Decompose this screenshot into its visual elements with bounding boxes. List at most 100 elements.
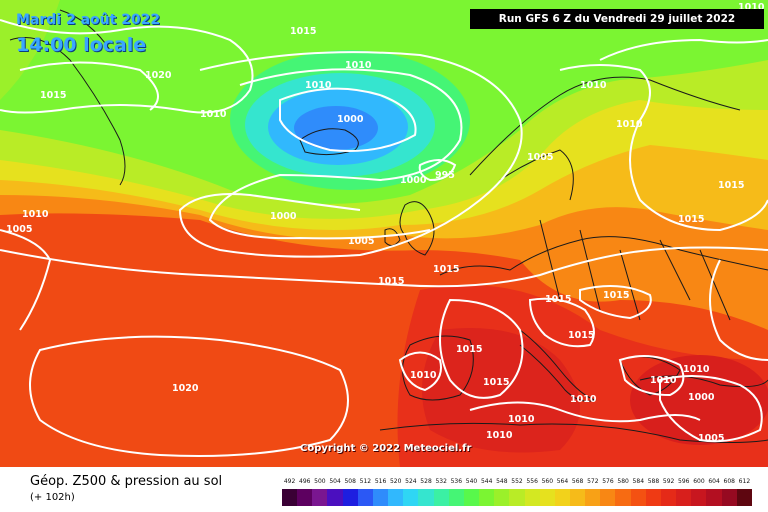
colorbar-labels: 492 496 500 504 508 512 516 520 524 528 532 536 540 5… (282, 478, 752, 488)
isobar-1000-low (279, 87, 417, 152)
isobar-1015-main (0, 246, 768, 288)
isobar-label: 1015 (545, 294, 571, 305)
isobar-1010-greece (618, 355, 685, 397)
colorbar-label: 496 (299, 478, 311, 485)
colorbar-label: 580 (617, 478, 629, 485)
isobar-label: 1005 (527, 152, 553, 163)
isobar-label: 1005 (348, 236, 374, 247)
isobar-label: 1015 (483, 377, 509, 388)
colorbar-label: 500 (314, 478, 326, 485)
isobar-labels: 1015 1020 1015 1010 1010 1010 1000 1010 … (6, 2, 765, 444)
colorbar-cell (282, 489, 298, 506)
model-run-info: Run GFS 6 Z du Vendredi 29 juillet 2022 (470, 9, 764, 29)
colorbar-label: 548 (496, 478, 508, 485)
isobar-1000-turkey (659, 375, 763, 443)
colorbar-label: 516 (374, 478, 387, 485)
forecast-time: 14:00 locale (16, 34, 147, 56)
colorbar-cell (388, 489, 404, 506)
z500-core-east-med (630, 355, 768, 445)
colorbar-cell (569, 489, 586, 506)
isobar-label: 1010 (650, 375, 677, 386)
colorbar-label: 524 (405, 478, 417, 485)
colorbar-cell (509, 489, 525, 506)
isobar-label: 1015 (456, 344, 482, 355)
colorbar-label: 560 (541, 478, 554, 485)
colorbar-cell (524, 489, 540, 506)
colorbar-cell (554, 489, 570, 506)
colorbar-label: 588 (647, 478, 660, 485)
legend-title: Géop. Z500 & pression au sol (30, 474, 223, 489)
north-africa-coast (379, 422, 768, 443)
isobar-label: 1010 (616, 119, 643, 130)
isobar-1015-alps (528, 297, 595, 348)
isobar-label: 1005 (698, 433, 724, 444)
greenland-coast (9, 37, 126, 186)
isobar-1005-1010 (208, 68, 463, 240)
forecast-map-canvas: 1015 1020 1015 1010 1010 1010 1000 1010 … (0, 0, 768, 467)
colorbar-cell (297, 489, 313, 506)
isobar-label: 1010 (738, 2, 765, 13)
isobar-label: 1010 (345, 60, 372, 71)
colorbar-label: 604 (708, 478, 720, 485)
colorbar-label: 576 (602, 478, 614, 485)
z500-core-iberia-italy (422, 328, 580, 453)
turkey-coast (639, 375, 768, 388)
colorbar-label: 608 (723, 478, 735, 485)
isobar-label: 1015 (290, 26, 316, 37)
colorbar-label: 532 (435, 478, 447, 485)
colorbar-cell (736, 489, 752, 506)
coastlines (9, 9, 768, 443)
isobar-label: 1000 (270, 211, 297, 222)
colorbar-label: 568 (571, 478, 584, 485)
isobar-label: 1020 (172, 383, 199, 394)
colorbar-cell (691, 489, 707, 506)
isobars (0, 19, 768, 457)
iceland-coast (299, 128, 359, 156)
isobar-west-edge (0, 229, 52, 331)
isobar-label: 1015 (678, 214, 704, 225)
isobar-1010-scandinavia (559, 64, 768, 232)
colorbar-label: 584 (632, 478, 645, 485)
greenland-coast-north (59, 9, 111, 51)
colorbar-label: 492 (283, 478, 296, 485)
uk-coast (399, 201, 435, 256)
isobar-label: 1010 (305, 80, 332, 91)
colorbar-label: 596 (678, 478, 690, 485)
colorbar-cell (479, 489, 495, 506)
ireland-coast (384, 228, 401, 246)
legend-subtitle: (+ 102h) (30, 492, 75, 503)
isobar-label: 1010 (410, 370, 437, 381)
balkans-coast (619, 356, 681, 396)
colorbar-cell (494, 489, 510, 506)
z500-band-516 (294, 106, 378, 150)
italy-coast (519, 329, 597, 402)
colorbar-label: 504 (329, 478, 341, 485)
colorbar-label: 528 (420, 478, 432, 485)
colorbar-label: 556 (526, 478, 538, 485)
colorbar-cell (585, 489, 601, 506)
isobar-label: 1015 (568, 330, 594, 341)
isobar-1015-iberia (439, 298, 524, 399)
isobar-label: 995 (435, 170, 455, 181)
iberia-coast (402, 335, 474, 401)
colorbar-cell (342, 489, 358, 506)
colorbar-cell (721, 489, 737, 506)
colorbar-cell (630, 489, 646, 506)
colorbar-cell (615, 489, 631, 506)
colorbar-cell (372, 489, 389, 506)
isobar-1020-azores (29, 335, 349, 457)
colorbar-cell (463, 489, 480, 506)
colorbar-cell (312, 489, 328, 506)
isobar-label: 1015 (433, 264, 459, 275)
isobar-label: 1010 (486, 430, 513, 441)
colorbar-label: 600 (693, 478, 705, 485)
isobar-label: 1010 (570, 394, 597, 405)
isobar-label: 1005 (6, 224, 32, 235)
colorbar-label: 592 (662, 478, 675, 485)
colorbar-cell (357, 489, 373, 506)
isobar-label: 1015 (603, 290, 629, 301)
isobar-1020-greenland (19, 61, 159, 111)
colorbar (282, 489, 752, 506)
isobar-label: 1015 (40, 90, 66, 101)
